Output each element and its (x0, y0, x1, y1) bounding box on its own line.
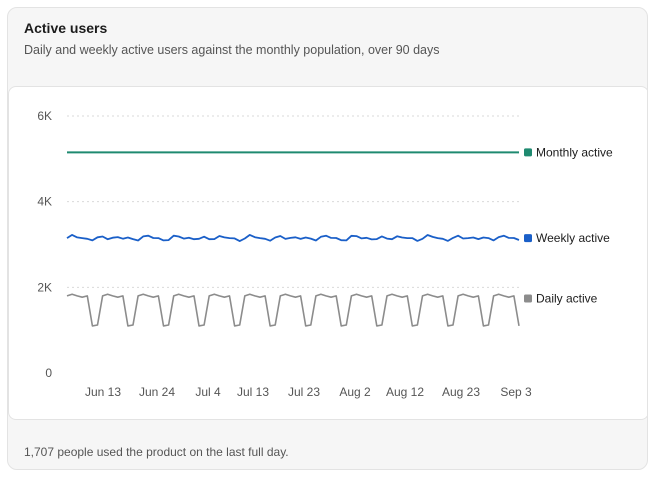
x-tick-label: Jul 4 (195, 385, 221, 399)
chart-panel: 0 2K 4K 6K Jun 13 Jun 24 Jul 4 Jul 13 Jul 23 Aug … (8, 86, 647, 420)
y-tick-label: 4K (37, 195, 52, 209)
card-footer: 1,707 people used the product on the las… (24, 445, 289, 459)
y-tick-label: 0 (45, 366, 52, 380)
x-tick-label: Aug 2 (339, 385, 371, 399)
y-tick-label: 6K (37, 109, 52, 123)
x-tick-label: Aug 12 (386, 385, 424, 399)
legend-monthly-swatch (524, 148, 532, 157)
active-users-chart: 0 2K 4K 6K Jun 13 Jun 24 Jul 4 Jul 13 Jul 23 Aug … (37, 109, 613, 399)
legend-daily-label: Daily active (536, 291, 598, 305)
card-title: Active users (24, 20, 108, 36)
x-tick-label: Jun 24 (139, 385, 175, 399)
x-tick-label: Jun 13 (85, 385, 121, 399)
legend-monthly-label: Monthly active (536, 145, 613, 159)
legend-daily-swatch (524, 294, 532, 303)
x-tick-label: Aug 23 (442, 385, 480, 399)
series-line-daily (66, 293, 520, 327)
card-subtitle: Daily and weekly active users against th… (24, 43, 440, 57)
x-tick-label: Jul 23 (288, 385, 320, 399)
series-line-weekly (66, 233, 520, 243)
legend-weekly-swatch (524, 234, 532, 243)
x-tick-label: Sep 3 (500, 385, 532, 399)
active-users-card: Active users Daily and weekly active use… (7, 7, 648, 470)
x-tick-label: Jul 13 (237, 385, 269, 399)
legend-weekly-label: Weekly active (536, 231, 610, 245)
y-tick-label: 2K (37, 280, 52, 294)
